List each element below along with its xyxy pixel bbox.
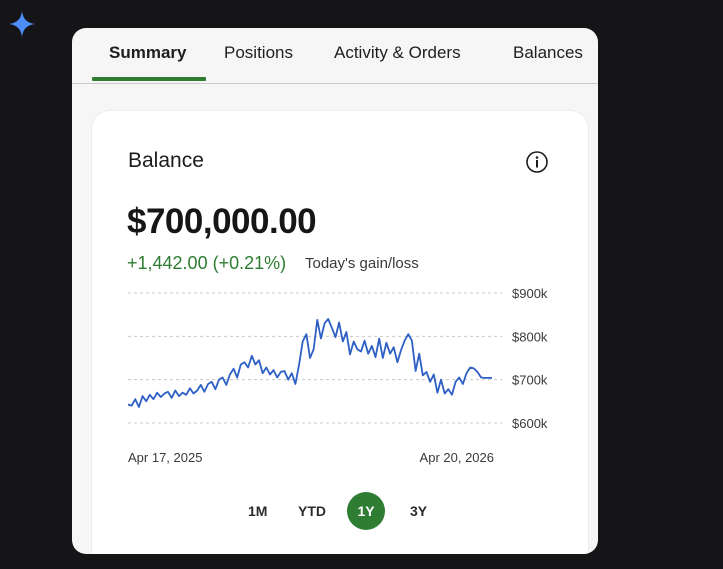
- y-tick-label: $600k: [512, 416, 548, 431]
- card-title: Balance: [128, 149, 204, 172]
- range-ytd-button[interactable]: YTD: [298, 503, 326, 519]
- balance-chart: $900k $800k $700k $600k Apr 17, 2025 Apr 20, …: [127, 286, 548, 465]
- info-icon[interactable]: [526, 151, 548, 173]
- sparkle-icon[interactable]: [8, 10, 36, 38]
- y-tick-label: $800k: [512, 329, 548, 344]
- active-tab-indicator: [92, 77, 206, 81]
- balance-series-line: [127, 318, 492, 408]
- range-1m-button[interactable]: 1M: [248, 503, 268, 519]
- balance-amount: $700,000.00: [127, 202, 317, 241]
- tab-positions[interactable]: Positions: [224, 43, 293, 62]
- daily-gain-value: +1,442.00 (+0.21%): [127, 253, 287, 273]
- range-1y-button[interactable]: 1Y: [347, 492, 385, 530]
- tab-summary[interactable]: Summary: [109, 43, 187, 62]
- daily-gain-label: Today's gain/loss: [305, 255, 419, 272]
- tab-bar: Summary Positions Activity & Orders Bala…: [72, 28, 598, 84]
- x-start-label: Apr 17, 2025: [128, 450, 202, 465]
- tab-balances[interactable]: Balances: [513, 43, 583, 62]
- tab-activity-orders[interactable]: Activity & Orders: [334, 43, 461, 62]
- range-3y-button[interactable]: 3Y: [410, 503, 428, 519]
- balance-card: Balance $700,000.00 +1,442.00 (+0.21%) T…: [92, 111, 588, 554]
- account-panel: Summary Positions Activity & Orders Bala…: [72, 28, 598, 554]
- x-end-label: Apr 20, 2026: [420, 450, 494, 465]
- y-tick-label: $900k: [512, 286, 548, 301]
- y-tick-label: $700k: [512, 373, 548, 388]
